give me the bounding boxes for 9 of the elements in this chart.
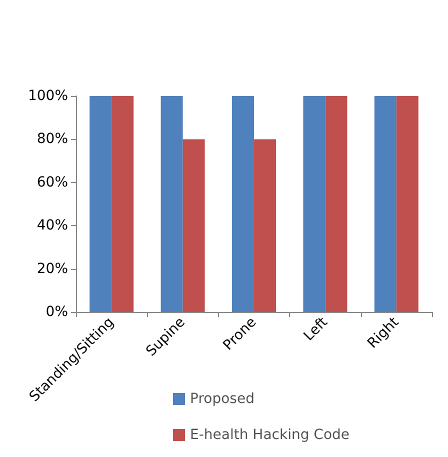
legend-label: Proposed [190,391,254,407]
y-tick-label: 20% [36,260,68,277]
y-tick-label: 0% [46,304,68,320]
legend-label: E-health Hacking Code [190,427,350,443]
x-tick-label: Left [300,314,332,344]
y-tick-label: 100% [28,88,68,104]
y-tick-label: 40% [36,218,68,234]
y-tick-label: 80% [36,131,68,148]
y-tick-label: 60% [36,174,68,190]
